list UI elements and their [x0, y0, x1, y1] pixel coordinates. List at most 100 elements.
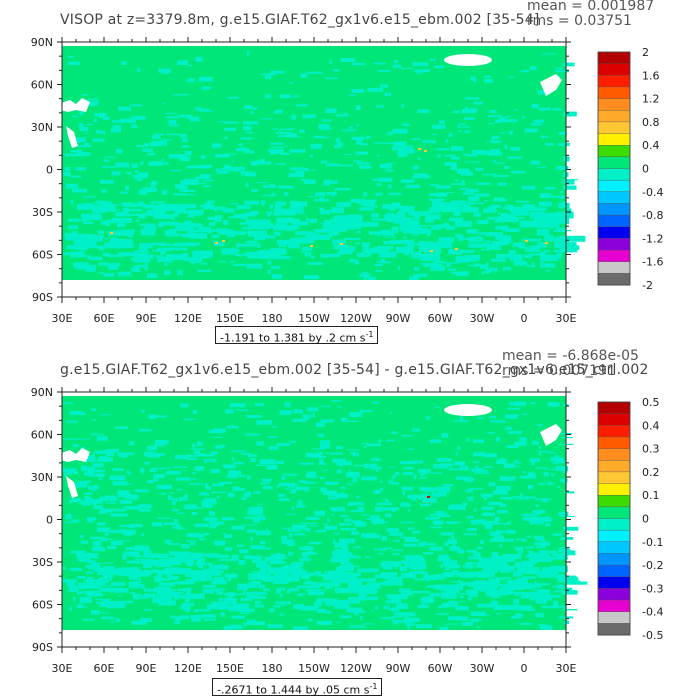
anomaly-patch [308, 196, 317, 198]
anomaly-patch [520, 475, 536, 479]
anomaly-patch [237, 205, 251, 210]
anomaly-patch [535, 612, 544, 618]
anomaly-patch [169, 615, 176, 619]
anomaly-patch [284, 402, 291, 408]
anomaly-patch [84, 496, 90, 499]
anomaly-patch [337, 142, 343, 146]
anomaly-patch [486, 245, 501, 250]
anomaly-patch [103, 273, 115, 277]
anomaly-patch [359, 409, 373, 413]
anomaly-patch [361, 476, 377, 481]
anomaly-patch [318, 451, 323, 456]
anomaly-patch [433, 464, 448, 469]
anomaly-patch [562, 62, 575, 67]
anomaly-patch [529, 253, 544, 256]
anomaly-patch [250, 536, 253, 541]
anomaly-patch [338, 216, 358, 223]
colorbar-label: 0.8 [642, 116, 660, 129]
anomaly-patch [359, 207, 374, 211]
anomaly-patch [363, 445, 366, 449]
anomaly-patch [142, 187, 158, 193]
anomaly-patch [164, 230, 177, 236]
anomaly-patch [203, 532, 210, 536]
anomaly-patch [188, 65, 192, 67]
anomaly-patch [350, 198, 366, 203]
anomaly-patch [278, 498, 290, 501]
colorbar-swatch [597, 401, 631, 415]
anomaly-patch [462, 502, 467, 506]
anomaly-patch [231, 615, 245, 619]
anomaly-patch [277, 575, 300, 582]
anomaly-patch [537, 228, 550, 236]
anomaly-patch [540, 212, 558, 216]
anomaly-patch [542, 569, 553, 576]
anomaly-patch [267, 260, 272, 265]
anomaly-patch [267, 213, 271, 217]
colorbar-swatch [597, 425, 631, 438]
anomaly-patch [518, 551, 522, 555]
anomaly-patch [235, 409, 249, 411]
anomaly-patch [74, 141, 81, 143]
anomaly-patch [228, 166, 239, 172]
anomaly-patch [143, 561, 152, 569]
anomaly-patch [279, 587, 286, 591]
anomaly-patch [459, 595, 464, 599]
anomaly-patch [239, 549, 249, 554]
anomaly-patch [301, 237, 312, 244]
anomaly-patch [374, 606, 379, 610]
anomaly-patch [68, 218, 80, 222]
anomaly-patch [392, 553, 400, 556]
anomaly-patch [151, 522, 163, 527]
anomaly-patch [157, 255, 164, 259]
anomaly-patch [176, 596, 190, 599]
anomaly-patch [349, 412, 363, 418]
anomaly-patch [361, 199, 377, 203]
anomaly-patch [457, 548, 462, 551]
anomaly-patch [501, 228, 507, 232]
lat-label: 90S [32, 291, 53, 304]
anomaly-patch [431, 133, 438, 135]
anomaly-patch [189, 224, 203, 228]
anomaly-patch [344, 238, 361, 240]
anomaly-patch [529, 66, 537, 71]
anomaly-patch [338, 523, 352, 526]
anomaly-patch [193, 507, 203, 509]
anomaly-patch [415, 72, 423, 74]
anomaly-patch [428, 214, 441, 220]
anomaly-patch [73, 262, 89, 268]
anomaly-patch [483, 453, 498, 458]
anomaly-patch [166, 470, 181, 475]
anomaly-patch [148, 455, 160, 458]
lon-label: 120W [340, 312, 372, 325]
warm-speckle [110, 232, 113, 234]
anomaly-patch [437, 559, 451, 562]
anomaly-patch [205, 483, 209, 489]
anomaly-patch [481, 173, 497, 176]
anomaly-patch [105, 221, 110, 227]
colorbar-swatch [597, 518, 631, 531]
anomaly-patch [156, 484, 173, 490]
anomaly-patch [547, 402, 560, 407]
anomaly-patch [386, 439, 395, 442]
anomaly-patch [217, 230, 235, 235]
colorbar-swatch [597, 611, 631, 624]
anomaly-patch [337, 469, 342, 474]
anomaly-patch [68, 589, 78, 592]
anomaly-patch [558, 433, 573, 435]
anomaly-patch [524, 249, 541, 252]
anomaly-patch [356, 252, 365, 258]
anomaly-patch [412, 428, 420, 432]
anomaly-patch [411, 497, 417, 501]
anomaly-patch [98, 612, 110, 614]
greenland [444, 54, 492, 66]
anomaly-patch [562, 550, 576, 556]
anomaly-patch [552, 462, 559, 465]
anomaly-patch [291, 114, 297, 120]
anomaly-patch [391, 549, 403, 551]
colorbar-swatch [597, 460, 631, 473]
anomaly-patch [109, 243, 124, 249]
anomaly-patch [276, 588, 281, 594]
anomaly-patch [430, 184, 440, 186]
anomaly-patch [391, 510, 396, 513]
anomaly-patch [110, 513, 126, 517]
